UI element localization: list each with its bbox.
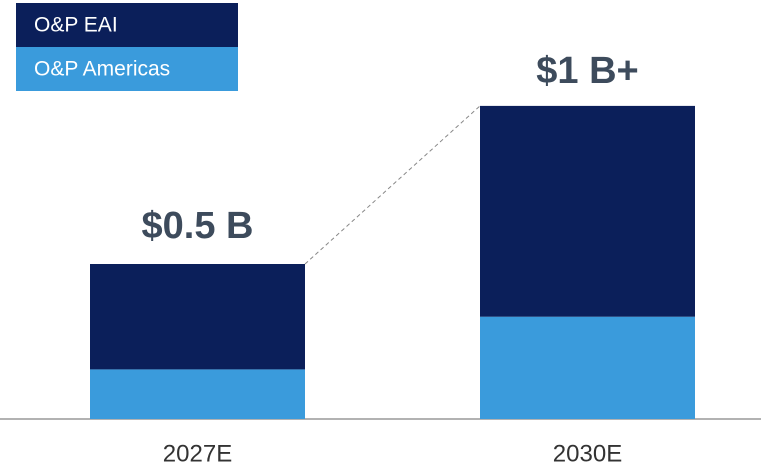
connector [304, 105, 481, 265]
x-tick-label: 2030E [553, 440, 622, 467]
bar-segment [480, 316, 695, 419]
legend-swatch [16, 47, 238, 91]
x-tick-label: 2027E [163, 440, 232, 467]
bar-segment [480, 105, 695, 317]
legend-label: O&P Americas [34, 58, 170, 81]
total-label: $0.5 B [142, 205, 254, 247]
bar-segment [90, 264, 305, 370]
total-label: $1 B+ [536, 50, 638, 92]
bar-segment [90, 369, 305, 419]
legend-label: O&P EAI [34, 14, 118, 37]
legend-swatch [16, 3, 238, 47]
